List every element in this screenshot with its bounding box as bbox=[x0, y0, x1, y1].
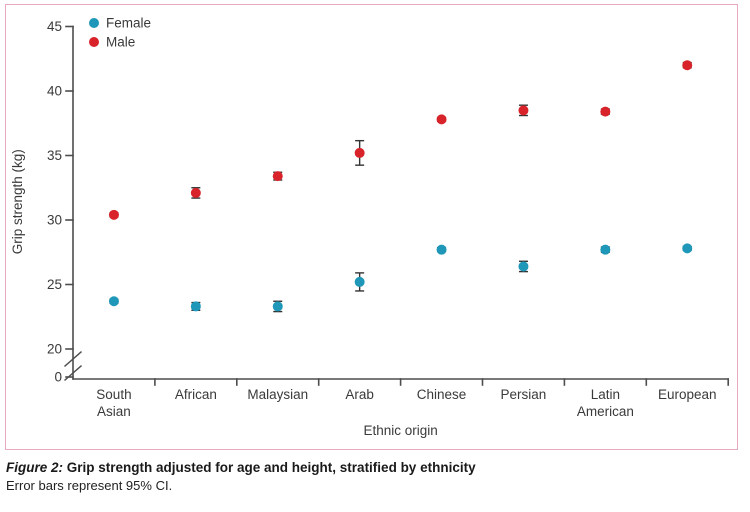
y-tick-label-zero: 0 bbox=[54, 370, 62, 385]
x-category-label: European bbox=[658, 387, 717, 402]
y-tick-label: 35 bbox=[47, 148, 62, 163]
x-category-label: South bbox=[96, 387, 131, 402]
point-female-african bbox=[190, 301, 201, 312]
legend-dot-female bbox=[89, 18, 99, 28]
point-female-chinese bbox=[436, 244, 447, 255]
x-category-label: Arab bbox=[345, 387, 374, 402]
x-axis-title: Ethnic origin bbox=[363, 423, 437, 438]
figure-note: Error bars represent 95% CI. bbox=[6, 478, 173, 493]
point-male-european bbox=[682, 60, 693, 71]
figure-title: Grip strength adjusted for age and heigh… bbox=[66, 460, 476, 475]
legend-label-male: Male bbox=[106, 35, 135, 50]
point-male-malaysian bbox=[272, 171, 283, 182]
x-category-label: Chinese bbox=[417, 387, 467, 402]
x-category-label: Latin bbox=[591, 387, 620, 402]
y-tick-label: 45 bbox=[47, 19, 62, 34]
point-female-latin-american bbox=[600, 244, 611, 255]
point-male-chinese bbox=[436, 114, 447, 125]
point-male-persian bbox=[518, 105, 529, 116]
axis-break-slash bbox=[64, 365, 82, 381]
y-tick-label: 30 bbox=[47, 213, 62, 228]
grip-strength-chart: 45 40 35 30 25 20 0 South Asian African Malaysian A… bbox=[10, 16, 730, 438]
y-tick-label: 40 bbox=[47, 84, 62, 99]
y-tick-label: 25 bbox=[47, 277, 62, 292]
point-female-persian bbox=[518, 261, 529, 272]
x-category-label: Persian bbox=[501, 387, 547, 402]
x-category-label: Asian bbox=[97, 404, 131, 419]
y-tick-label: 20 bbox=[47, 342, 62, 357]
point-female-south-asian bbox=[108, 296, 119, 307]
figure-caption-line: Figure 2: Grip strength adjusted for age… bbox=[6, 458, 746, 477]
x-category-label: Malaysian bbox=[247, 387, 308, 402]
x-category-label: American bbox=[577, 404, 634, 419]
legend-label-female: Female bbox=[106, 16, 151, 31]
legend-dot-male bbox=[89, 37, 99, 47]
figure-frame: 45 40 35 30 25 20 0 South Asian African Malaysian A… bbox=[5, 4, 738, 450]
point-male-latin-american bbox=[600, 106, 611, 117]
point-female-european bbox=[682, 243, 693, 254]
point-female-malaysian bbox=[272, 301, 283, 312]
point-male-south-asian bbox=[108, 209, 119, 220]
figure-number: Figure 2: bbox=[6, 460, 64, 475]
axis-break-slash bbox=[64, 351, 82, 367]
point-female-arab bbox=[354, 276, 365, 287]
figure-caption: Figure 2: Grip strength adjusted for age… bbox=[6, 458, 746, 495]
point-male-african bbox=[190, 187, 201, 198]
x-category-label: African bbox=[175, 387, 217, 402]
y-axis-title: Grip strength (kg) bbox=[10, 149, 25, 254]
point-male-arab bbox=[354, 147, 365, 158]
